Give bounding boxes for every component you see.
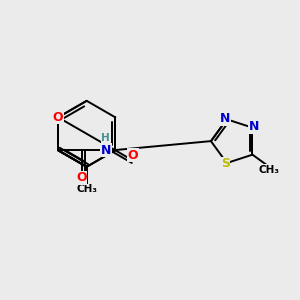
Text: O: O: [53, 111, 63, 124]
Text: CH₃: CH₃: [258, 165, 279, 175]
Text: CH₃: CH₃: [76, 184, 97, 194]
Text: S: S: [221, 158, 230, 170]
Text: O: O: [76, 172, 87, 184]
Text: N: N: [220, 112, 230, 125]
Text: N: N: [249, 120, 259, 133]
Text: N: N: [100, 144, 111, 157]
Text: H: H: [101, 133, 110, 143]
Text: O: O: [128, 149, 138, 162]
